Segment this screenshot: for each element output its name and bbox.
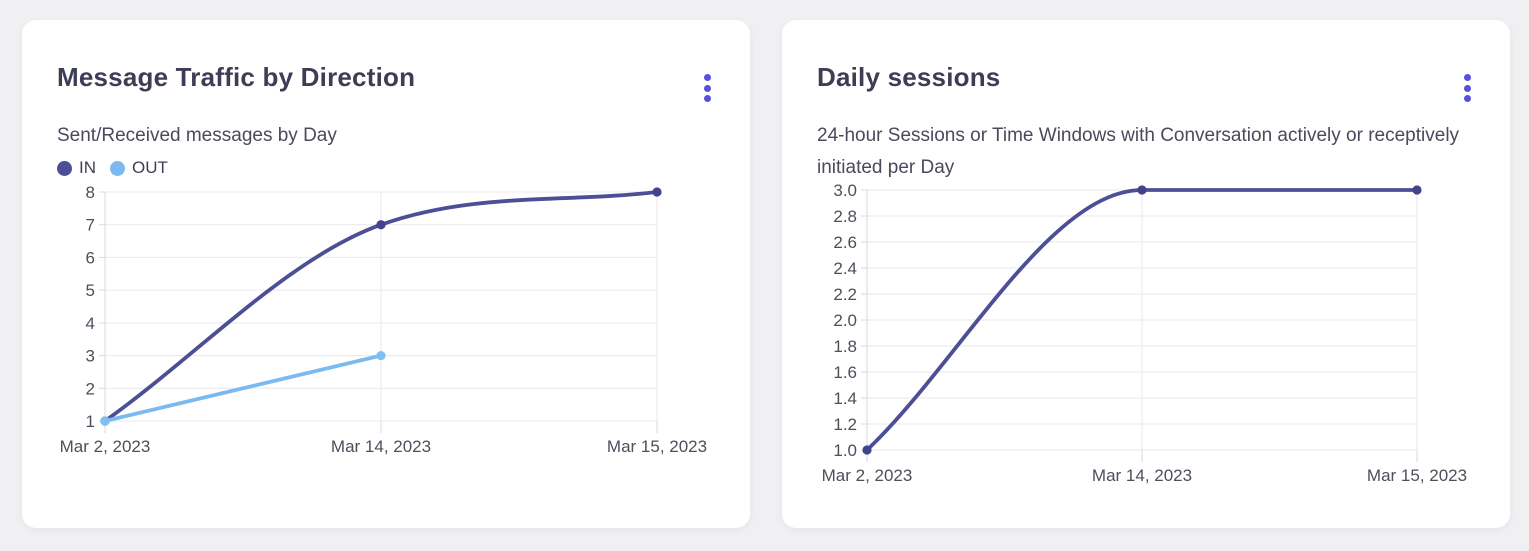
svg-text:6: 6 [86, 248, 95, 267]
card-title: Message Traffic by Direction [57, 62, 416, 92]
legend-swatch [57, 160, 72, 176]
daily-sessions-card: Daily sessions 24-hour Sessions or Time … [782, 20, 1510, 528]
svg-text:Mar 2, 2023: Mar 2, 2023 [60, 437, 151, 456]
legend-label: OUT [132, 158, 168, 177]
svg-text:Mar 15, 2023: Mar 15, 2023 [607, 437, 707, 456]
svg-text:2.4: 2.4 [833, 259, 857, 278]
svg-text:1.6: 1.6 [833, 363, 857, 382]
line-chart[interactable]: 3.0 2.8 2.6 2.4 2.2 2.0 1.8 1.6 1.4 1.2 1.0 Mar 2, … [802, 170, 1502, 505]
svg-text:2.8: 2.8 [833, 207, 857, 226]
card-subtitle: 24-hour Sessions or Time Windows with Co… [817, 125, 1460, 178]
svg-text:3: 3 [86, 347, 95, 366]
message-traffic-card: Message Traffic by Direction Sent/Receiv… [22, 20, 750, 528]
svg-text:1.0: 1.0 [833, 441, 857, 460]
line-chart[interactable]: 8 7 6 5 4 3 2 1 Mar 2, 2023 Mar 14, 2023 Mar 15, 2… [42, 172, 732, 482]
chart-legend: IN OUT [57, 158, 168, 178]
svg-text:2.0: 2.0 [833, 311, 857, 330]
svg-text:3.0: 3.0 [833, 181, 857, 200]
svg-text:1: 1 [86, 412, 95, 431]
svg-text:Mar 14, 2023: Mar 14, 2023 [1092, 466, 1192, 485]
svg-text:2.6: 2.6 [833, 233, 857, 252]
svg-text:Mar 15, 2023: Mar 15, 2023 [1367, 466, 1467, 485]
kebab-menu-icon[interactable] [1450, 66, 1484, 110]
legend-swatch [110, 160, 125, 176]
svg-text:1.4: 1.4 [833, 389, 857, 408]
legend-item-out[interactable]: OUT [110, 158, 168, 178]
card-title: Daily sessions [817, 62, 1001, 92]
svg-text:5: 5 [86, 281, 95, 300]
legend-item-in[interactable]: IN [57, 158, 96, 178]
svg-text:1.8: 1.8 [833, 337, 857, 356]
svg-text:Mar 14, 2023: Mar 14, 2023 [331, 437, 431, 456]
svg-text:4: 4 [86, 314, 95, 333]
svg-text:Mar 2, 2023: Mar 2, 2023 [822, 466, 913, 485]
svg-text:2.2: 2.2 [833, 285, 857, 304]
legend-label: IN [79, 158, 96, 177]
card-subtitle: Sent/Received messages by Day [57, 125, 337, 146]
kebab-menu-icon[interactable] [690, 66, 724, 110]
svg-text:1.2: 1.2 [833, 415, 857, 434]
svg-text:2: 2 [86, 379, 95, 398]
svg-text:8: 8 [86, 183, 95, 202]
svg-text:7: 7 [86, 216, 95, 235]
